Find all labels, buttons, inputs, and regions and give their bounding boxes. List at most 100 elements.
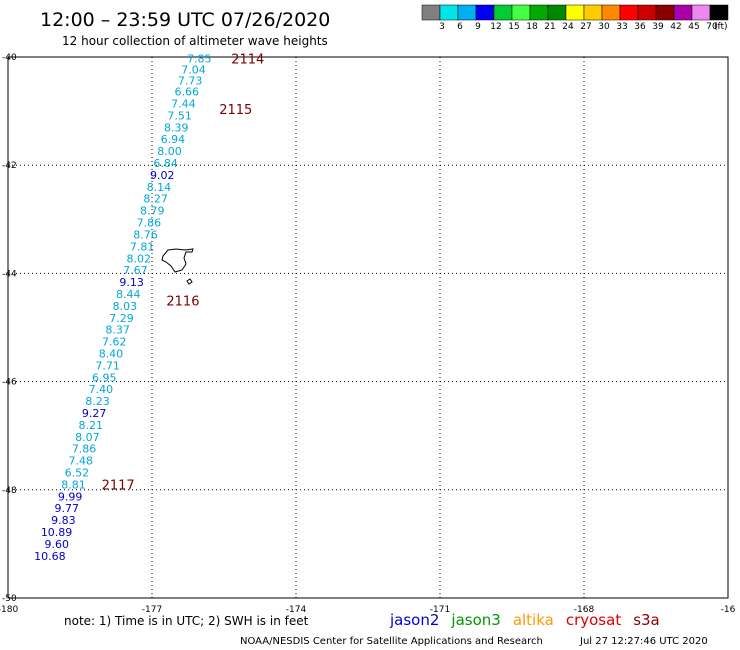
legend-value: 3 <box>439 22 445 32</box>
legend-swatch <box>673 4 693 21</box>
swh-value: 9.99 <box>58 490 83 503</box>
swh-value: 9.83 <box>51 514 76 527</box>
legend-value: 42 <box>670 22 681 32</box>
y-tick-label: -42 <box>2 161 17 171</box>
swh-value: 8.00 <box>157 145 182 158</box>
altimeter-track: 7.857.047.736.667.447.518.396.948.006.84… <box>34 53 211 563</box>
legend-swatch <box>421 4 441 21</box>
legend-value: 9 <box>475 22 481 32</box>
legend-value: 39 <box>652 22 664 32</box>
swh-value: 7.67 <box>123 264 148 277</box>
x-tick-label: -16 <box>721 605 736 615</box>
swh-value: 10.89 <box>41 526 73 539</box>
legend-swatch <box>475 4 495 21</box>
x-tick-label: -180 <box>0 605 18 615</box>
map-border <box>7 56 729 599</box>
pass-number: 2115 <box>219 103 252 118</box>
x-tick-label: -177 <box>142 605 162 615</box>
legend-value: 33 <box>616 22 627 32</box>
swh-value: 7.86 <box>137 217 162 230</box>
x-tick-label: -171 <box>430 605 450 615</box>
legend-unit: (ft) <box>714 22 728 32</box>
swh-value: 9.13 <box>119 276 144 289</box>
satellite-name: jason2 <box>389 611 439 629</box>
x-tick-label: -168 <box>574 605 595 615</box>
swh-value: 8.02 <box>127 252 152 265</box>
swh-value: 7.81 <box>130 240 155 253</box>
legend-swatch <box>601 4 621 21</box>
y-tick-label: -50 <box>2 594 17 604</box>
legend-swatch <box>655 4 675 21</box>
y-tick-label: -40 <box>2 53 17 63</box>
pass-number: 2116 <box>166 295 199 310</box>
credit-line: NOAA/NESDIS Center for Satellite Applica… <box>240 636 543 647</box>
legend-value: 30 <box>598 22 610 32</box>
swh-value: 8.79 <box>140 205 165 218</box>
pass-number: 2114 <box>231 53 264 68</box>
legend-swatch <box>637 4 657 21</box>
swh-value: 7.40 <box>89 383 114 396</box>
swh-value: 8.07 <box>75 431 100 444</box>
legend-value: 21 <box>544 22 555 32</box>
swh-value: 8.81 <box>61 478 86 491</box>
swh-value: 8.03 <box>113 300 138 313</box>
axis-tick-labels: -180 -177 -174 -171 -168 -16 -40 -42 -44 -46 -48 -5… <box>0 53 736 615</box>
x-tick-label: -174 <box>286 605 307 615</box>
swh-value: 8.37 <box>105 324 130 337</box>
swh-value: 9.27 <box>82 407 107 420</box>
page-subtitle: 12 hour collection of altimeter wave hei… <box>62 34 328 48</box>
pass-number: 2117 <box>102 478 135 493</box>
y-tick-label: -46 <box>2 378 17 388</box>
swh-value: 8.14 <box>147 181 172 194</box>
satellite-legend: jason2 jason3 altika cryosat s3a <box>389 611 660 629</box>
swh-value: 8.44 <box>116 288 141 301</box>
pass-labels: 2114 2115 2116 2117 <box>102 53 265 494</box>
pitt-island-outline <box>186 278 193 285</box>
legend-swatch <box>439 4 459 21</box>
legend-swatch <box>709 4 729 21</box>
timestamp: Jul 27 12:27:46 UTC 2020 <box>579 636 708 647</box>
legend-swatch <box>565 4 585 21</box>
legend-swatch <box>547 4 567 21</box>
legend-value: 15 <box>508 22 519 32</box>
legend-value: 70 <box>706 22 718 32</box>
legend-swatch <box>457 4 477 21</box>
swh-value: 8.40 <box>99 347 124 360</box>
legend-swatch <box>691 4 711 21</box>
legend-value: 36 <box>634 22 646 32</box>
swh-value: 6.52 <box>65 466 90 479</box>
legend-swatch <box>583 4 603 21</box>
legend-swatch <box>619 4 639 21</box>
legend-swatch <box>511 4 531 21</box>
swh-value: 8.23 <box>85 395 110 408</box>
swh-value: 9.60 <box>44 538 69 551</box>
swh-value: 8.21 <box>79 419 104 432</box>
chatham-islands <box>161 248 194 285</box>
swh-value: 6.95 <box>92 371 117 384</box>
legend-value: 27 <box>580 22 591 32</box>
swh-value: 8.39 <box>164 121 189 134</box>
swh-value: 7.04 <box>181 63 206 76</box>
legend-value: 12 <box>490 22 501 32</box>
swh-value: 7.86 <box>72 443 97 456</box>
map-frame: -180 -177 -174 -171 -168 -16 -40 -42 -44 -46 -48 -5… <box>0 53 736 615</box>
legend-value: 6 <box>457 22 463 32</box>
y-tick-label: -48 <box>2 486 17 496</box>
swh-value: 6.66 <box>175 86 200 99</box>
legend-value: 18 <box>526 22 538 32</box>
swh-value: 9.77 <box>55 502 80 515</box>
legend-swatch <box>493 4 513 21</box>
swh-value: 6.84 <box>153 157 178 170</box>
y-tick-label: -44 <box>2 269 17 279</box>
swh-value: 7.62 <box>102 336 127 349</box>
swh-value: 7.48 <box>68 455 93 468</box>
legend-swatch <box>529 4 549 21</box>
swh-value: 8.76 <box>133 228 158 241</box>
swh-value: 7.44 <box>171 98 196 111</box>
page-title: 12:00 – 23:59 UTC 07/26/2020 <box>40 9 330 31</box>
lat-lon-grid <box>8 57 728 598</box>
swh-value: 8.27 <box>143 193 168 206</box>
satellite-name: cryosat <box>566 611 621 629</box>
chatham-island-outline <box>161 248 194 273</box>
